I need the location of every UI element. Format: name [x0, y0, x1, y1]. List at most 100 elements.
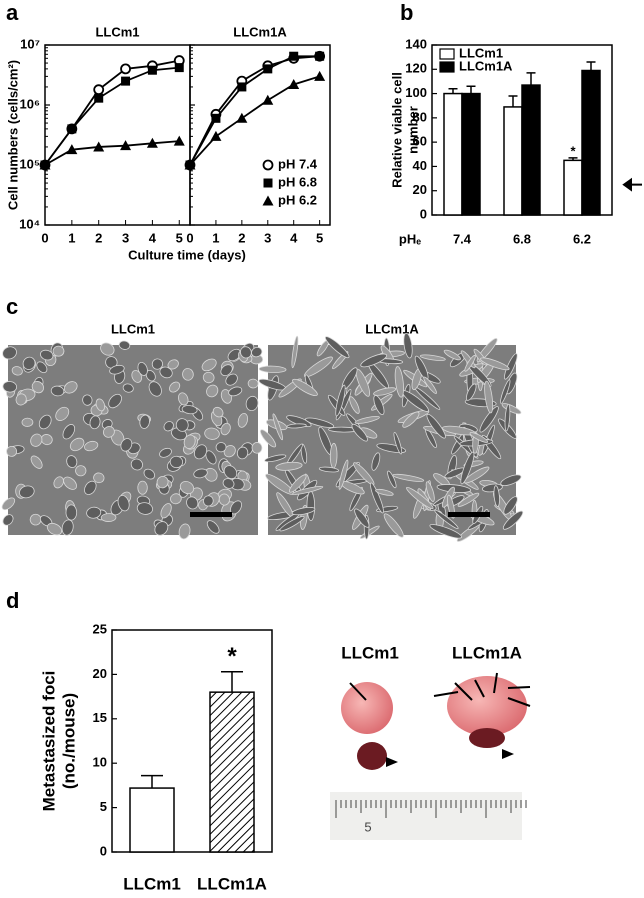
- cell: [145, 369, 156, 382]
- marker: [289, 51, 299, 61]
- cell: [225, 373, 238, 386]
- x-tick-label: 4: [290, 230, 298, 245]
- legend-swatch: [439, 61, 455, 73]
- cell: [393, 431, 403, 455]
- arrow: [507, 686, 531, 689]
- cell: [218, 493, 230, 506]
- y-axis-label: Cell numbers (cells/cm²): [5, 60, 20, 210]
- cell: [204, 467, 218, 482]
- arrow: [493, 672, 498, 694]
- y-tick-label: 40: [413, 158, 427, 173]
- cell: [148, 381, 162, 397]
- x-tick-label: 0: [41, 230, 48, 245]
- cell: [130, 458, 144, 471]
- marker: [146, 137, 158, 148]
- cell: [30, 455, 43, 469]
- cell: [151, 358, 163, 370]
- lung-label: LLCm1A: [452, 643, 522, 662]
- cell: [193, 468, 208, 479]
- x-tick-label: 2: [238, 230, 245, 245]
- cell: [63, 476, 77, 490]
- cell: [387, 470, 397, 489]
- y-tick-label: 10⁶: [20, 96, 40, 111]
- y-tick-label: 0: [100, 843, 107, 858]
- chart-title: LLCm1: [95, 24, 139, 39]
- marker: [210, 130, 222, 141]
- cell: [108, 393, 122, 409]
- cell: [504, 353, 518, 380]
- cell: [289, 474, 307, 493]
- marker: [120, 63, 131, 75]
- y-tick-label: 10⁷: [20, 36, 40, 51]
- cell: [170, 493, 182, 505]
- y-tick-label: 20: [413, 182, 427, 197]
- legend-label: LLCm1A: [459, 58, 513, 73]
- cell: [46, 522, 63, 536]
- scale-bar: [190, 512, 232, 517]
- cell: [66, 455, 78, 468]
- reference-arrow: [622, 177, 642, 192]
- error-bar: [221, 670, 243, 693]
- legend-swatch: [439, 48, 455, 60]
- cell: [202, 371, 215, 384]
- panel-label: c: [6, 294, 18, 319]
- cell: [82, 394, 93, 406]
- x-axis-label: Culture time (days): [128, 247, 246, 262]
- error-bar: [526, 72, 536, 86]
- marker: [93, 141, 105, 152]
- cell: [137, 480, 148, 495]
- cell: [84, 480, 97, 495]
- cell: [137, 361, 148, 376]
- cell: [69, 437, 85, 452]
- arrowhead: [386, 757, 398, 767]
- cell: [30, 433, 43, 447]
- error-bar: [466, 85, 476, 94]
- cell: [227, 348, 242, 362]
- cell: [245, 395, 259, 412]
- y-tick-label: 60: [413, 134, 427, 149]
- cell: [179, 481, 195, 495]
- cell: [160, 503, 172, 519]
- cell: [480, 357, 510, 371]
- arrow: [454, 682, 473, 701]
- y-tick-label: 100: [405, 85, 427, 100]
- cell: [465, 383, 477, 401]
- marker: [147, 65, 157, 75]
- cell: [354, 508, 370, 528]
- cell: [156, 476, 169, 489]
- cell: [177, 392, 189, 406]
- cell: [500, 379, 511, 404]
- cell: [291, 335, 299, 369]
- cell: [237, 413, 249, 428]
- x-tick-label: 6.2: [573, 231, 591, 246]
- cell: [419, 354, 446, 361]
- x-axis-label: pHₑ: [399, 231, 421, 246]
- cell: [502, 510, 524, 530]
- cell: [163, 421, 174, 432]
- cell: [338, 459, 349, 490]
- cell: [251, 442, 263, 454]
- marker: [211, 113, 221, 123]
- cell: [84, 440, 99, 452]
- x-tick-label: LLCm1A: [197, 874, 267, 893]
- cell: [423, 376, 437, 394]
- cell: [373, 387, 397, 396]
- cell: [109, 364, 125, 375]
- legend-label: pH 7.4: [278, 156, 318, 171]
- cell: [286, 423, 307, 429]
- cell: [349, 396, 360, 414]
- y-tick-label: 140: [405, 36, 427, 51]
- x-tick-label: 3: [122, 230, 129, 245]
- error-bar: [448, 87, 458, 94]
- bar: [209, 691, 255, 853]
- cell: [61, 519, 74, 536]
- cell: [212, 406, 224, 418]
- heart: [357, 742, 387, 770]
- cell: [383, 513, 404, 538]
- cell: [122, 383, 134, 393]
- cell: [375, 488, 394, 496]
- marker: [67, 124, 77, 134]
- cell: [264, 454, 287, 463]
- cell: [360, 353, 388, 368]
